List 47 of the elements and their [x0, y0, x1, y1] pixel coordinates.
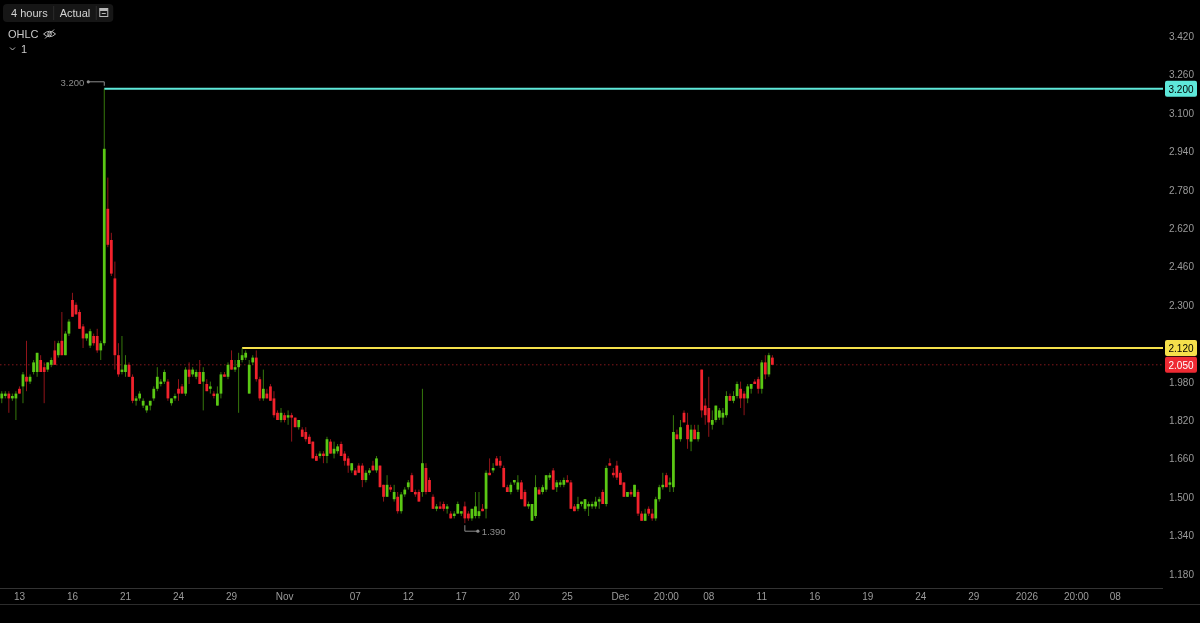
x-tick-label: Dec [611, 590, 630, 602]
x-tick-label: 19 [862, 590, 874, 602]
x-tick-label: 17 [455, 590, 468, 602]
ref-line-label: 3.200 [1168, 83, 1194, 95]
y-tick-label: 3.260 [1168, 68, 1195, 80]
x-tick-label: 11 [756, 590, 768, 602]
y-tick-label: 1.500 [1168, 491, 1195, 503]
x-tick-label: 16 [809, 590, 821, 602]
text: 4 hours [11, 7, 49, 19]
y-tick-label: 1.660 [1168, 452, 1195, 464]
ref-line-label: 2.120 [1168, 342, 1194, 354]
candlestick [240, 347, 244, 363]
x-tick-label: 25 [561, 590, 574, 602]
x-tick-label: 24 [172, 590, 185, 602]
y-tick-label: 1.980 [1168, 376, 1195, 388]
text: Actual [59, 7, 91, 19]
x-tick-label: Nov [275, 590, 294, 602]
x-tick-label: 20:00 [1063, 590, 1090, 602]
annotation: 3.200 [60, 76, 85, 88]
y-tick-label: 2.620 [1168, 222, 1195, 234]
y-tick-label: 1.180 [1168, 568, 1195, 580]
y-tick-label: 1.340 [1168, 529, 1195, 541]
ref-line-label: 2.050 [1168, 359, 1194, 371]
x-tick-label: 12 [402, 590, 415, 602]
y-tick-label: 3.420 [1168, 30, 1195, 42]
x-tick-label: 24 [915, 590, 927, 602]
x-tick-label: 29 [968, 590, 980, 602]
x-tick-label: 21 [119, 590, 132, 602]
x-tick-label: 08 [1109, 590, 1122, 602]
y-tick-label: 2.780 [1168, 184, 1195, 196]
y-tick-label: 2.300 [1168, 299, 1195, 311]
x-tick-label: 20 [508, 590, 521, 602]
annotation: OHLC [8, 28, 39, 40]
x-tick-label: 20:00 [653, 590, 680, 602]
y-tick-label: 3.100 [1168, 107, 1195, 119]
x-tick-label: 13 [13, 590, 26, 602]
y-tick-label: 2.460 [1168, 260, 1195, 272]
y-tick-label: 2.940 [1168, 145, 1195, 157]
annotation: 1 [21, 43, 28, 55]
x-tick-label: 07 [349, 590, 362, 602]
y-tick-label: 1.820 [1168, 414, 1195, 426]
x-tick-label: 08 [703, 590, 715, 602]
x-tick-label: 16 [66, 590, 79, 602]
x-tick-label: 29 [225, 590, 238, 602]
candlestick [516, 474, 520, 493]
annotation: 1.390 [481, 525, 506, 537]
x-tick-label: 2026 [1015, 590, 1039, 602]
